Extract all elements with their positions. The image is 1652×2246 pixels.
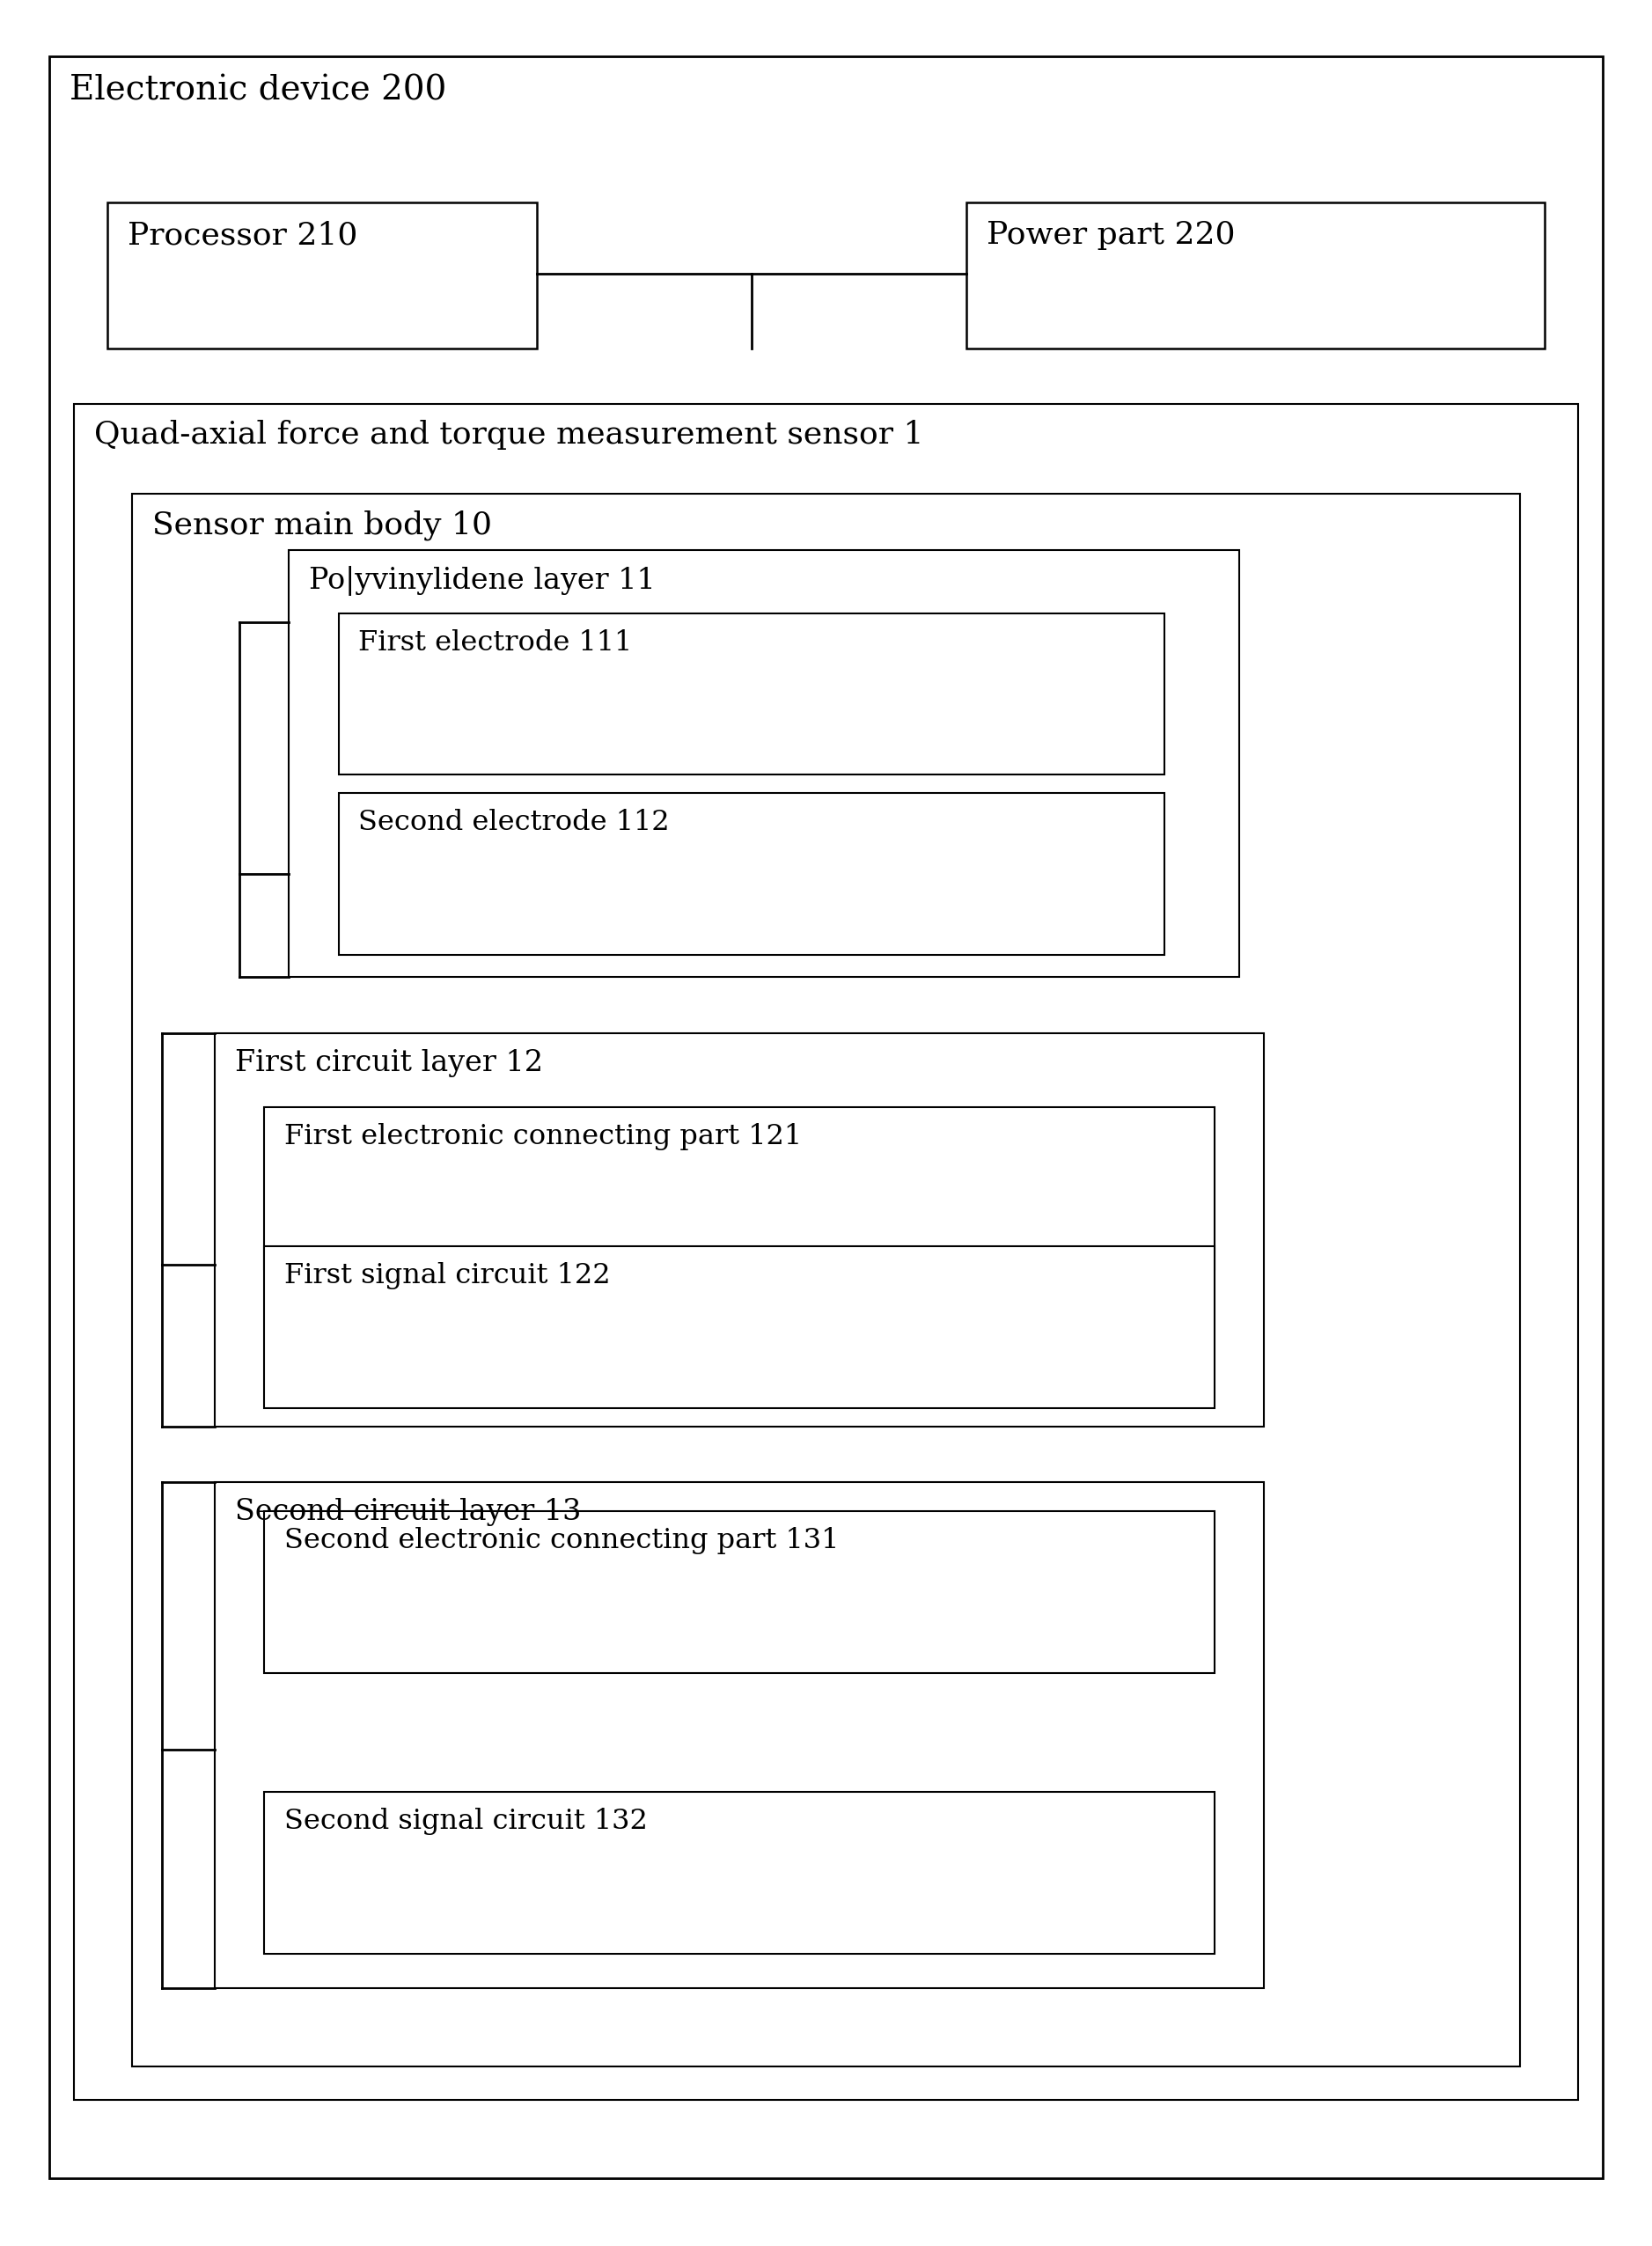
Bar [107, 202, 537, 348]
Bar [289, 550, 1239, 977]
Bar [74, 404, 1578, 2100]
Text: Sensor main body 10: Sensor main body 10 [152, 510, 492, 541]
Text: Second electronic connecting part 131: Second electronic connecting part 131 [284, 1527, 839, 1554]
Text: First electrode 111: First electrode 111 [358, 629, 633, 656]
Text: First electronic connecting part 121: First electronic connecting part 121 [284, 1123, 801, 1150]
Text: Second circuit layer 13: Second circuit layer 13 [235, 1498, 582, 1527]
Bar [339, 613, 1165, 775]
Text: Power part 220: Power part 220 [986, 220, 1236, 249]
Bar [215, 1033, 1264, 1426]
Text: Po|yvinylidene layer 11: Po|yvinylidene layer 11 [309, 566, 656, 595]
Bar [264, 1247, 1214, 1408]
Bar [339, 793, 1165, 955]
Bar [966, 202, 1545, 348]
Bar [132, 494, 1520, 2066]
Text: First signal circuit 122: First signal circuit 122 [284, 1262, 610, 1289]
Bar [215, 1482, 1264, 1988]
Text: Processor 210: Processor 210 [127, 220, 357, 249]
Text: Second signal circuit 132: Second signal circuit 132 [284, 1808, 648, 1835]
Bar [264, 1792, 1214, 1954]
Text: First circuit layer 12: First circuit layer 12 [235, 1049, 542, 1078]
Bar [264, 1107, 1214, 1269]
Text: Quad-axial force and torque measurement sensor 1: Quad-axial force and torque measurement … [94, 420, 923, 449]
Bar [264, 1512, 1214, 1673]
Text: Electronic device 200: Electronic device 200 [69, 74, 446, 106]
Text: Second electrode 112: Second electrode 112 [358, 809, 669, 836]
